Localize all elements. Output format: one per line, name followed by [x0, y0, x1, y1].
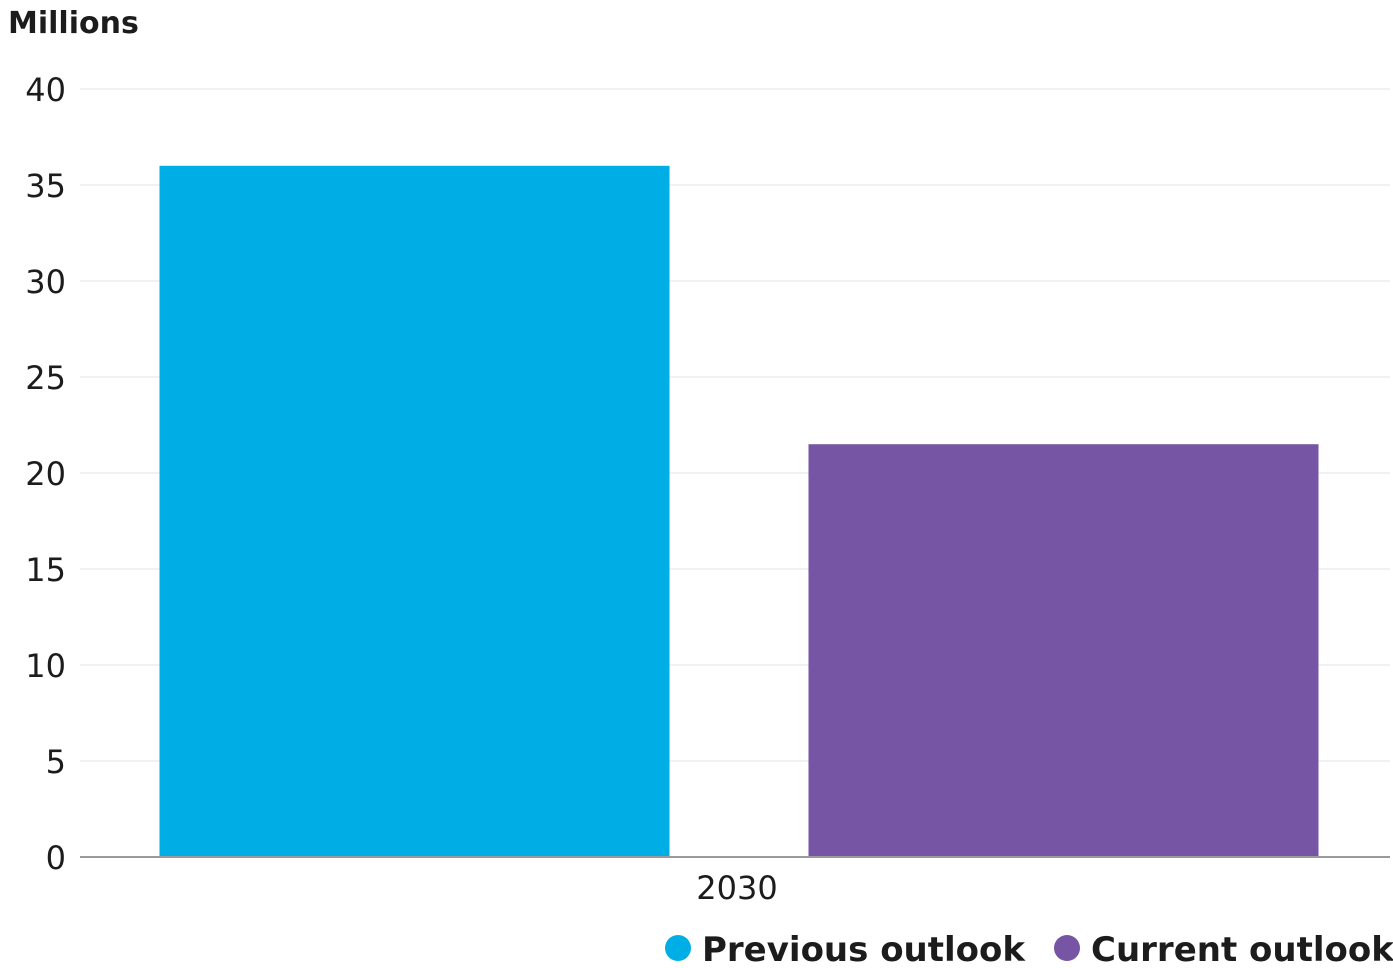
- x-tick-label: 2030: [696, 869, 777, 907]
- y-tick-label: 20: [25, 455, 66, 493]
- legend: Previous outlook Current outlook: [665, 930, 1393, 968]
- y-tick-label: 40: [25, 71, 66, 109]
- legend-label: Previous outlook: [702, 930, 1026, 968]
- y-tick-label: 15: [25, 551, 66, 589]
- y-tick-label: 35: [25, 167, 66, 205]
- legend-swatch: [665, 935, 691, 961]
- y-tick-label: 0: [46, 839, 66, 877]
- legend-label: Current outlook: [1091, 930, 1393, 968]
- bar-current-outlook: [808, 444, 1319, 857]
- legend-swatch: [1054, 935, 1080, 961]
- y-tick-label: 5: [46, 743, 66, 781]
- y-tick-label: 10: [25, 647, 66, 685]
- x-axis-ticks: 2030: [696, 869, 777, 907]
- y-tick-label: 25: [25, 359, 66, 397]
- bar-previous-outlook: [159, 165, 670, 858]
- y-axis-ticks: 0 5 10 15 20 25 30 35 40: [25, 71, 66, 877]
- y-axis-unit-label: Millions: [8, 6, 139, 41]
- y-tick-label: 30: [25, 263, 66, 301]
- bars: [159, 165, 1319, 858]
